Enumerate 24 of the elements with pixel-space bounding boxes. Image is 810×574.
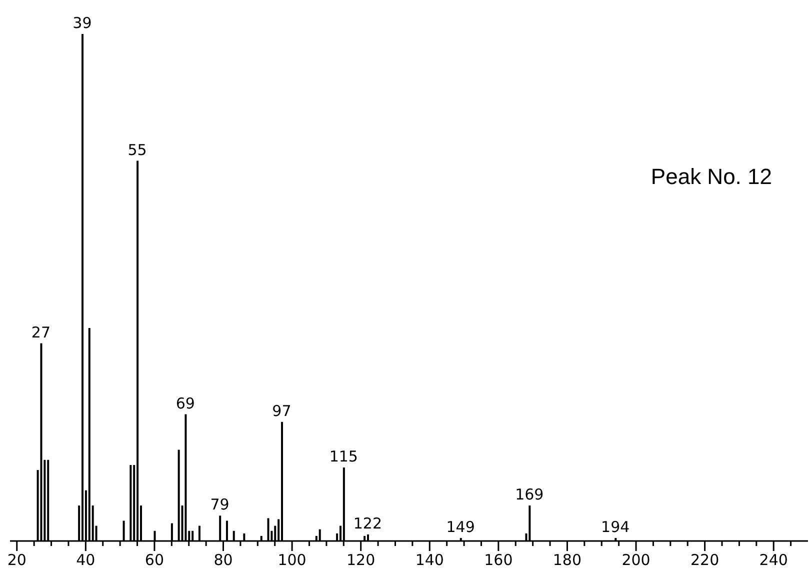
annotation: 122: [353, 514, 382, 532]
x-tick-label: 140: [415, 551, 444, 569]
annotation: 97: [272, 402, 292, 420]
x-tick-label: 40: [76, 551, 96, 569]
annotation: 115: [329, 447, 358, 466]
x-tick-label: 80: [214, 551, 233, 569]
annotation: 27: [31, 323, 51, 342]
x-tick-label: 60: [144, 551, 164, 569]
annotation: 149: [446, 518, 475, 536]
x-tick-label: 100: [278, 551, 306, 569]
annotation: 79: [210, 496, 230, 514]
x-tick-label: 160: [484, 551, 513, 569]
x-tick-label: 200: [622, 551, 650, 569]
annotation: 39: [72, 14, 92, 32]
annotation: 55: [128, 140, 147, 159]
x-tick-label: 20: [7, 551, 26, 569]
annotation: 169: [515, 486, 544, 504]
x-tick-label: 180: [552, 551, 582, 569]
x-tick-label: 120: [346, 551, 376, 569]
x-tick-label: 220: [690, 551, 720, 569]
annotation: 194: [601, 518, 630, 536]
annotation: 69: [176, 394, 195, 412]
x-tick-label: 240: [759, 551, 788, 569]
annotation: Peak No. 12: [650, 164, 772, 190]
